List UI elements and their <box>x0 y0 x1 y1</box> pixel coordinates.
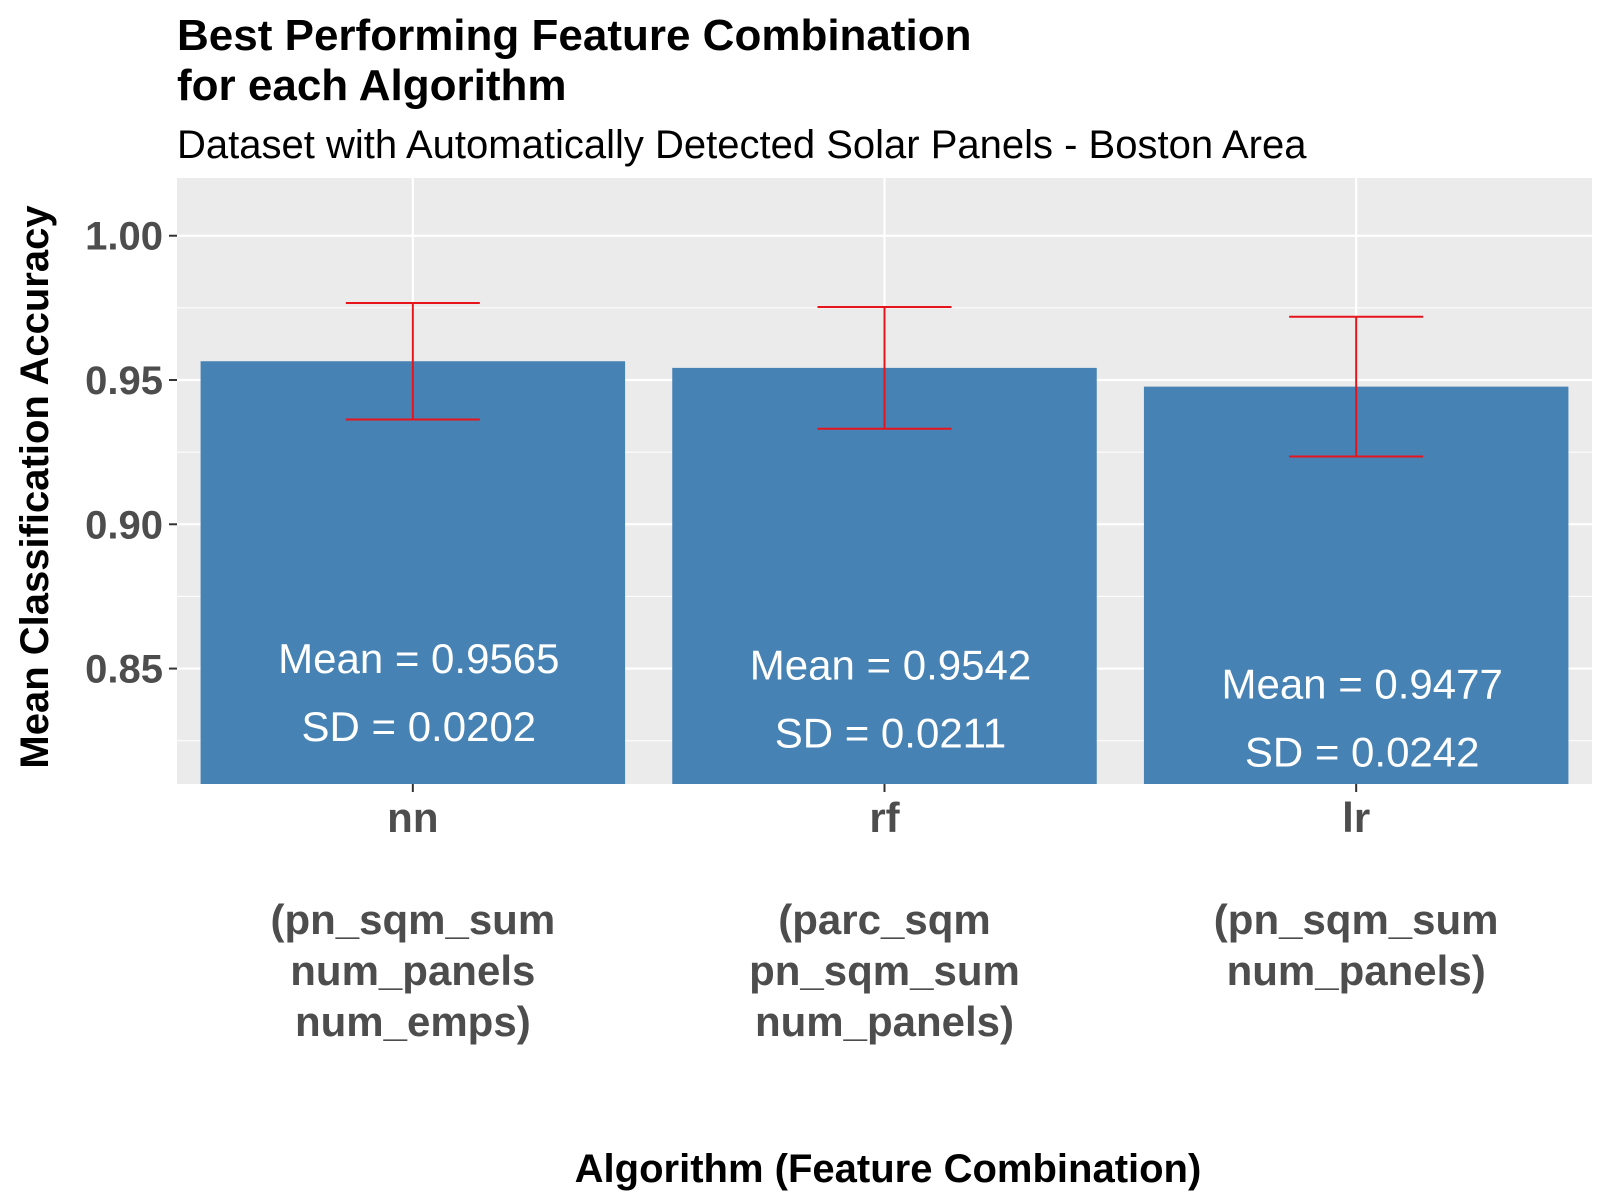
x-tick-label: (parc_sqm <box>778 896 990 943</box>
x-tick-label: rf <box>869 794 900 841</box>
chart-title-line-1: Best Performing Feature Combination <box>177 11 972 60</box>
x-tick-label: num_panels <box>290 947 535 994</box>
y-tick-label: 0.95 <box>85 359 163 403</box>
x-tick-label: (pn_sqm_sum <box>270 896 555 943</box>
x-tick-label: num_panels) <box>1227 947 1486 994</box>
x-tick-label: lr <box>1342 794 1370 841</box>
plot-area: 0.85 0.90 0.95 1.00 Mean = 0.9565 SD = 0.0202… <box>85 178 1592 1045</box>
bar-label-sd: SD = 0.0242 <box>1245 728 1480 775</box>
bar <box>200 361 626 784</box>
x-axis-label: Algorithm (Feature Combination) <box>575 1147 1202 1191</box>
x-tick-label: nn <box>387 794 438 841</box>
x-tick-label: num_panels) <box>755 998 1014 1045</box>
y-axis-label: Mean Classification Accuracy <box>13 205 57 769</box>
bar-label-mean: Mean = 0.9542 <box>750 642 1031 689</box>
bar <box>672 367 1097 784</box>
chart-subtitle: Dataset with Automatically Detected Sola… <box>177 123 1307 167</box>
x-tick-label: pn_sqm_sum <box>749 947 1020 994</box>
x-tick-label: num_emps) <box>295 998 531 1045</box>
chart-title-line-2: for each Algorithm <box>177 61 567 110</box>
y-tick-label: 0.85 <box>85 648 163 692</box>
bar-label-mean: Mean = 0.9565 <box>278 635 559 682</box>
x-tick-label: (pn_sqm_sum <box>1214 896 1499 943</box>
bar-label-sd: SD = 0.0211 <box>775 710 1007 757</box>
y-tick-label: 0.90 <box>85 503 163 547</box>
y-tick-label: 1.00 <box>85 215 163 259</box>
bar-label-mean: Mean = 0.9477 <box>1221 660 1502 707</box>
bar-label-sd: SD = 0.0202 <box>301 703 536 750</box>
